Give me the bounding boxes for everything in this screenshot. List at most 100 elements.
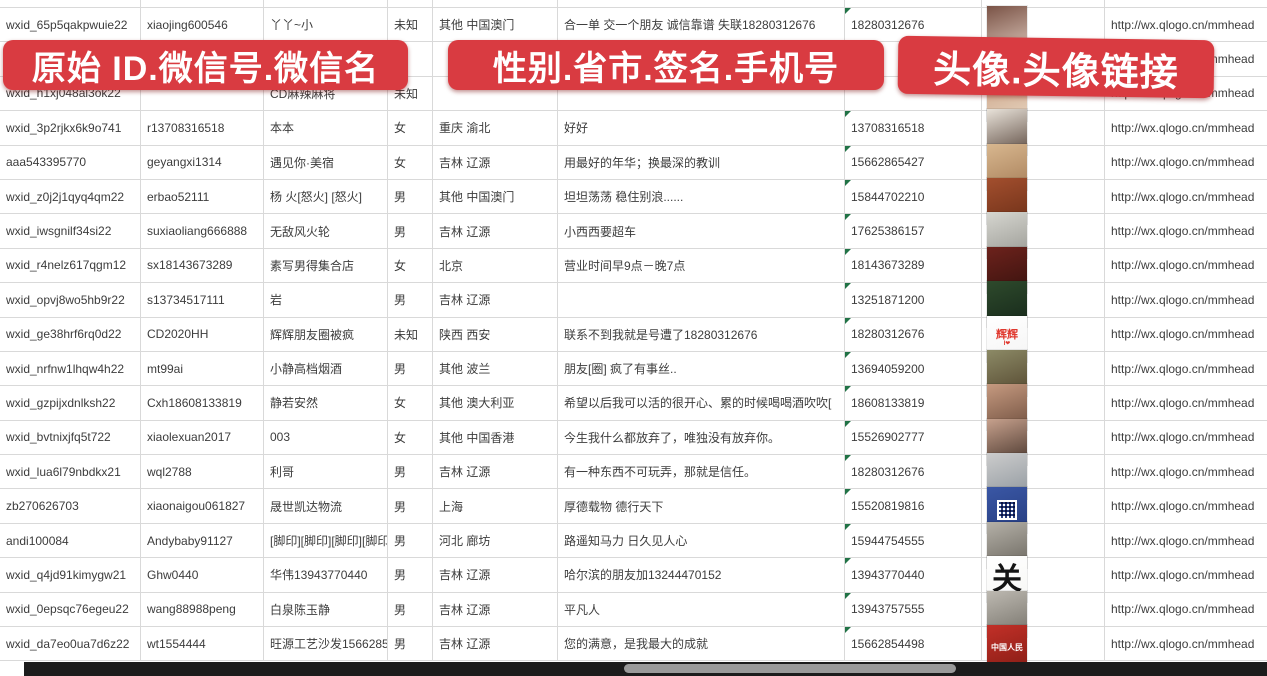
cell-wechat-name[interactable]: 旺源工艺沙发15662854 [264, 627, 388, 662]
cell-gender[interactable]: 未知 [388, 8, 433, 43]
cell-signature[interactable]: 小西西要超车 [558, 214, 845, 249]
cell-avatar-link[interactable]: http://wx.qlogo.cn/mmhead [1105, 111, 1267, 146]
cell-signature[interactable]: 今生我什么都放弃了，唯独没有放弃你。 [558, 420, 845, 456]
cell-avatar[interactable] [982, 281, 1105, 328]
cell-phone-number[interactable]: 15944754555 [845, 523, 982, 559]
cell-province-city[interactable]: 吉林 辽源 [433, 627, 558, 662]
cell-avatar[interactable] [982, 384, 1105, 431]
cell-signature[interactable]: 厚德载物 德行天下 [558, 489, 845, 524]
cell-gender[interactable]: 男 [388, 214, 433, 249]
cell-wechat-id[interactable]: wql2788 [141, 455, 264, 490]
cell-original-id[interactable]: wxid_nrfnw1lhqw4h22 [0, 351, 141, 387]
cell-signature[interactable]: 营业时间早9点－晚7点 [558, 248, 845, 284]
cell-province-city[interactable]: 其他 中国香港 [433, 420, 558, 456]
cell-signature[interactable] [558, 283, 845, 318]
cell-signature[interactable]: 用最好的年华；换最深的教训 [558, 145, 845, 180]
cell-signature[interactable]: 希望以后我可以活的很开心、累的时候喝喝酒吹吹[ [558, 386, 845, 421]
cell-wechat-id[interactable]: xiaolexuan2017 [141, 420, 264, 456]
cell-avatar[interactable] [982, 246, 1105, 293]
cell-signature[interactable]: 哈尔滨的朋友加13244470152 [558, 558, 845, 593]
cell-phone-number[interactable]: 18280312676 [845, 455, 982, 490]
cell-wechat-id[interactable]: CD2020HH [141, 317, 264, 352]
cell-avatar-link[interactable]: http://wx.qlogo.cn/mmhead [1105, 146, 1267, 180]
cell-province-city[interactable]: 其他 澳大利亚 [433, 386, 558, 421]
cell-wechat-name[interactable]: 岩 [264, 283, 388, 318]
cell-wechat-id[interactable]: xiaonaigou061827 [141, 489, 264, 524]
cell-avatar-link[interactable]: http://wx.qlogo.cn/mmhead [1105, 627, 1267, 662]
cell-wechat-id[interactable]: wang88988peng [141, 592, 264, 628]
cell-wechat-name[interactable]: 素写男得集合店 [264, 248, 388, 284]
cell-phone-number[interactable]: 18280312676 [845, 317, 982, 352]
cell-avatar-link[interactable]: http://wx.qlogo.cn/mmhead [1105, 386, 1267, 421]
cell-avatar[interactable] [982, 143, 1105, 190]
cell-wechat-name[interactable]: 华伟13943770440 [264, 558, 388, 593]
cell-avatar-link[interactable]: http://wx.qlogo.cn/mmhead [1105, 455, 1267, 490]
cell-gender[interactable]: 女 [388, 111, 433, 146]
cell-avatar[interactable] [982, 590, 1105, 637]
cell-avatar[interactable] [982, 349, 1105, 396]
cell-province-city[interactable]: 吉林 辽源 [433, 283, 558, 318]
cell-avatar[interactable] [982, 212, 1105, 259]
cell-original-id[interactable]: wxid_iwsgnilf34si22 [0, 214, 141, 249]
cell-signature[interactable]: 您的满意，是我最大的成就 [558, 627, 845, 662]
cell-avatar[interactable] [982, 418, 1105, 465]
cell-province-city[interactable]: 其他 中国澳门 [433, 179, 558, 215]
cell-phone-number[interactable]: 15526902777 [845, 420, 982, 456]
cell-province-city[interactable]: 上海 [433, 489, 558, 524]
cell-province-city[interactable]: 重庆 渝北 [433, 111, 558, 146]
horizontal-scrollbar-track[interactable] [24, 662, 1267, 676]
cell-phone-number[interactable]: 15520819816 [845, 489, 982, 524]
cell-original-id[interactable]: wxid_ge38hrf6rq0d22 [0, 317, 141, 352]
cell-avatar-link[interactable]: http://wx.qlogo.cn/mmhead [1105, 283, 1267, 318]
cell-phone-number[interactable]: 13694059200 [845, 351, 982, 387]
cell-gender[interactable]: 未知 [388, 76, 433, 112]
cell-province-city[interactable]: 其他 波兰 [433, 351, 558, 387]
cell-avatar-link[interactable]: http://wx.qlogo.cn/mmhead [1105, 8, 1267, 43]
cell-signature[interactable]: 坦坦荡荡 稳住别浪...... [558, 179, 845, 215]
cell-wechat-name[interactable]: 利哥 [264, 455, 388, 490]
cell-original-id[interactable]: wxid_z0j2j1qyq4qm22 [0, 179, 141, 215]
cell-wechat-name[interactable]: 小静高档烟酒 [264, 351, 388, 387]
cell-gender[interactable]: 男 [388, 351, 433, 387]
cell-avatar[interactable] [982, 109, 1105, 156]
cell-avatar[interactable] [982, 487, 1105, 534]
cell-avatar-link[interactable]: http://wx.qlogo.cn/mmhead [1105, 214, 1267, 249]
cell-original-id[interactable]: wxid_q4jd91kimygw21 [0, 558, 141, 593]
cell-phone-number[interactable]: 15844702210 [845, 179, 982, 215]
cell-phone-number[interactable]: 18608133819 [845, 386, 982, 421]
cell-wechat-id[interactable]: geyangxi1314 [141, 145, 264, 180]
cell-avatar-link[interactable]: http://wx.qlogo.cn/mmhead [1105, 249, 1267, 284]
cell-wechat-name[interactable]: CD麻辣麻将 [264, 76, 388, 112]
cell-wechat-name[interactable]: [脚印][脚印][脚印][脚印 [264, 523, 388, 559]
cell-gender[interactable]: 女 [388, 420, 433, 456]
cell-gender[interactable]: 男 [388, 592, 433, 628]
cell-wechat-name[interactable]: 丫丫~小 [264, 8, 388, 43]
cell-province-city[interactable] [433, 76, 558, 112]
cell-avatar[interactable] [982, 453, 1105, 500]
cell-gender[interactable]: 女 [388, 386, 433, 421]
cell-wechat-id[interactable]: Cxh18608133819 [141, 386, 264, 421]
cell-avatar[interactable]: 中国人民 [982, 625, 1105, 672]
cell-phone-number[interactable]: 13251871200 [845, 283, 982, 318]
cell-gender[interactable]: 男 [388, 283, 433, 318]
cell-phone-number[interactable]: 15662865427 [845, 145, 982, 180]
cell-original-id[interactable]: wxid_lua6l79nbdkx21 [0, 455, 141, 490]
cell-phone-number[interactable]: 15662854498 [845, 627, 982, 662]
cell-phone-number[interactable]: 18143673289 [845, 248, 982, 284]
cell-signature[interactable]: 有一种东西不可玩弄，那就是信任。 [558, 455, 845, 490]
cell-gender[interactable]: 男 [388, 489, 433, 524]
cell-gender[interactable]: 女 [388, 145, 433, 180]
cell-phone-number[interactable]: 13943770440 [845, 558, 982, 593]
cell-wechat-name[interactable]: 遇见你·美宿 [264, 145, 388, 180]
cell-avatar-link[interactable]: http://wx.qlogo.cn/mmhead [1105, 489, 1267, 524]
cell-original-id[interactable]: wxid_65p5qakpwuie22 [0, 8, 141, 43]
cell-gender[interactable]: 男 [388, 523, 433, 559]
cell-signature[interactable]: 平凡人 [558, 592, 845, 628]
cell-phone-number[interactable]: 17625386157 [845, 214, 982, 249]
cell-signature[interactable]: 联系不到我就是号遭了18280312676 [558, 317, 845, 352]
cell-original-id[interactable]: wxid_bvtnixjfq5t722 [0, 420, 141, 456]
cell-signature[interactable]: 路遥知马力 日久见人心 [558, 523, 845, 559]
cell-province-city[interactable]: 北京 [433, 248, 558, 284]
cell-original-id[interactable]: wxid_da7eo0ua7d6z22 [0, 627, 141, 662]
cell-province-city[interactable]: 河北 廊坊 [433, 523, 558, 559]
